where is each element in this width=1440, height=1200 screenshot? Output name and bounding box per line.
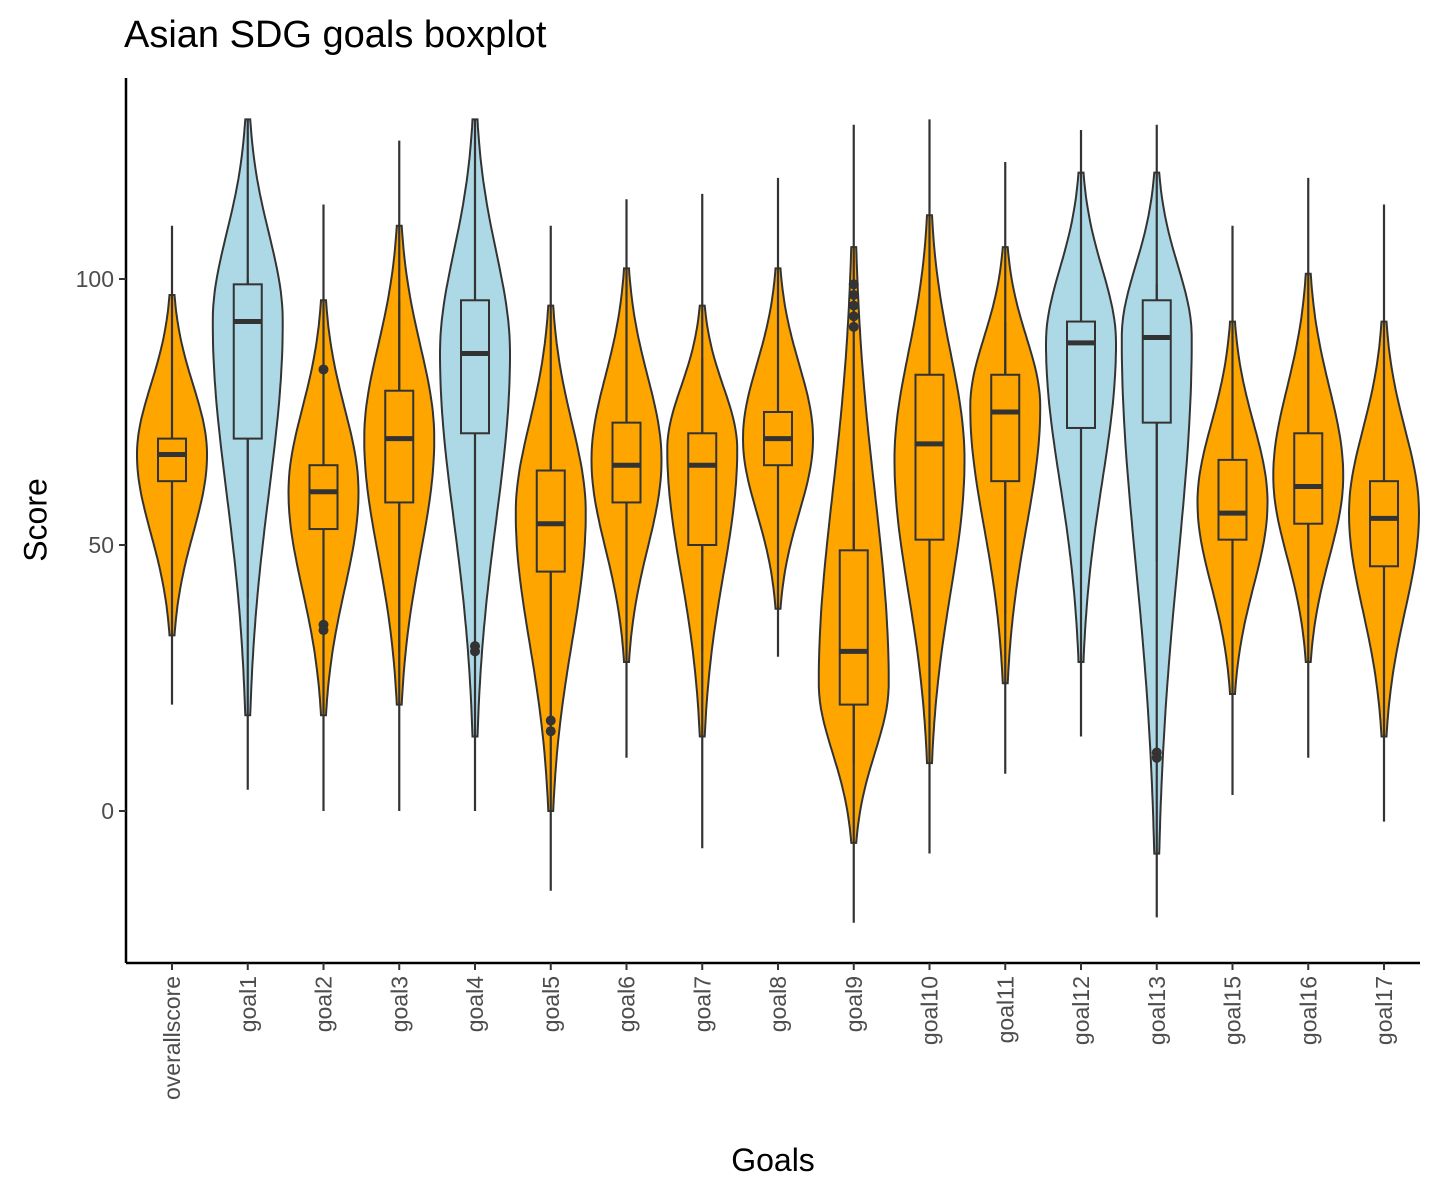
box-goal6 [611,421,642,504]
outlier-goal13-1 [1151,752,1162,763]
x-tick-label-goal9: goal9 [841,976,867,1032]
x-tick-label-goal8: goal8 [765,976,791,1032]
x-tick-label-goal1: goal1 [235,976,261,1032]
box-goal3 [384,389,415,504]
x-tick-label-goal4: goal4 [462,976,488,1032]
x-tick-label-overallscore: overallscore [159,976,185,1100]
box-goal13 [1141,299,1172,424]
x-tick-label-goal3: goal3 [386,976,412,1032]
x-tick-label-goal12: goal12 [1068,976,1094,1045]
outlier-goal9-2 [848,300,859,311]
outlier-goal4-1 [470,646,480,657]
box-goal11 [990,373,1021,483]
x-tick-label-goal6: goal6 [614,976,640,1032]
outlier-goal9-0 [848,321,859,332]
boxplot-layer [157,279,1399,764]
x-tick-label-goal10: goal10 [917,976,943,1045]
box-goal10 [914,373,945,541]
x-axis-title: Goals [731,1142,815,1178]
box-goal1 [232,283,263,440]
chart-title: Asian SDG goals boxplot [124,14,547,56]
x-tick-label-goal2: goal2 [311,976,337,1032]
outlier-goal5-0 [545,715,556,726]
outlier-goal2-0 [318,364,329,375]
box-goal5 [535,469,566,573]
x-tick-label-goal17: goal17 [1371,976,1397,1045]
x-tick-label-goal16: goal16 [1295,976,1321,1045]
x-tick-label-goal15: goal15 [1220,976,1246,1045]
box-goal9 [838,549,869,706]
outlier-goal9-1 [848,311,859,322]
outlier-goal5-1 [545,726,556,737]
y-tick-label-50: 50 [88,532,114,558]
x-tick-label-goal5: goal5 [538,976,564,1032]
box-overallscore [157,437,187,483]
axes-layer: 0 50 100 overallscore goal1 goal2 goal3 goal4 go… [76,78,1420,1100]
y-tick-label-0: 0 [101,798,114,824]
y-tick-label-100: 100 [76,266,114,292]
box-goal12 [1066,320,1096,429]
x-tick-label-goal11: goal11 [992,976,1018,1043]
x-tick-label-goal13: goal13 [1144,976,1170,1045]
outlier-goal2-2 [318,625,329,636]
box-goal7 [687,432,718,546]
box-goal16 [1293,432,1324,525]
x-tick-label-goal7: goal7 [689,976,715,1032]
outlier-goal9-3 [848,289,859,300]
box-goal17 [1369,480,1399,568]
box-goal15 [1217,458,1248,541]
outlier-goal9-4 [848,279,859,290]
box-goal2 [308,464,339,531]
box-goal4 [460,299,490,435]
